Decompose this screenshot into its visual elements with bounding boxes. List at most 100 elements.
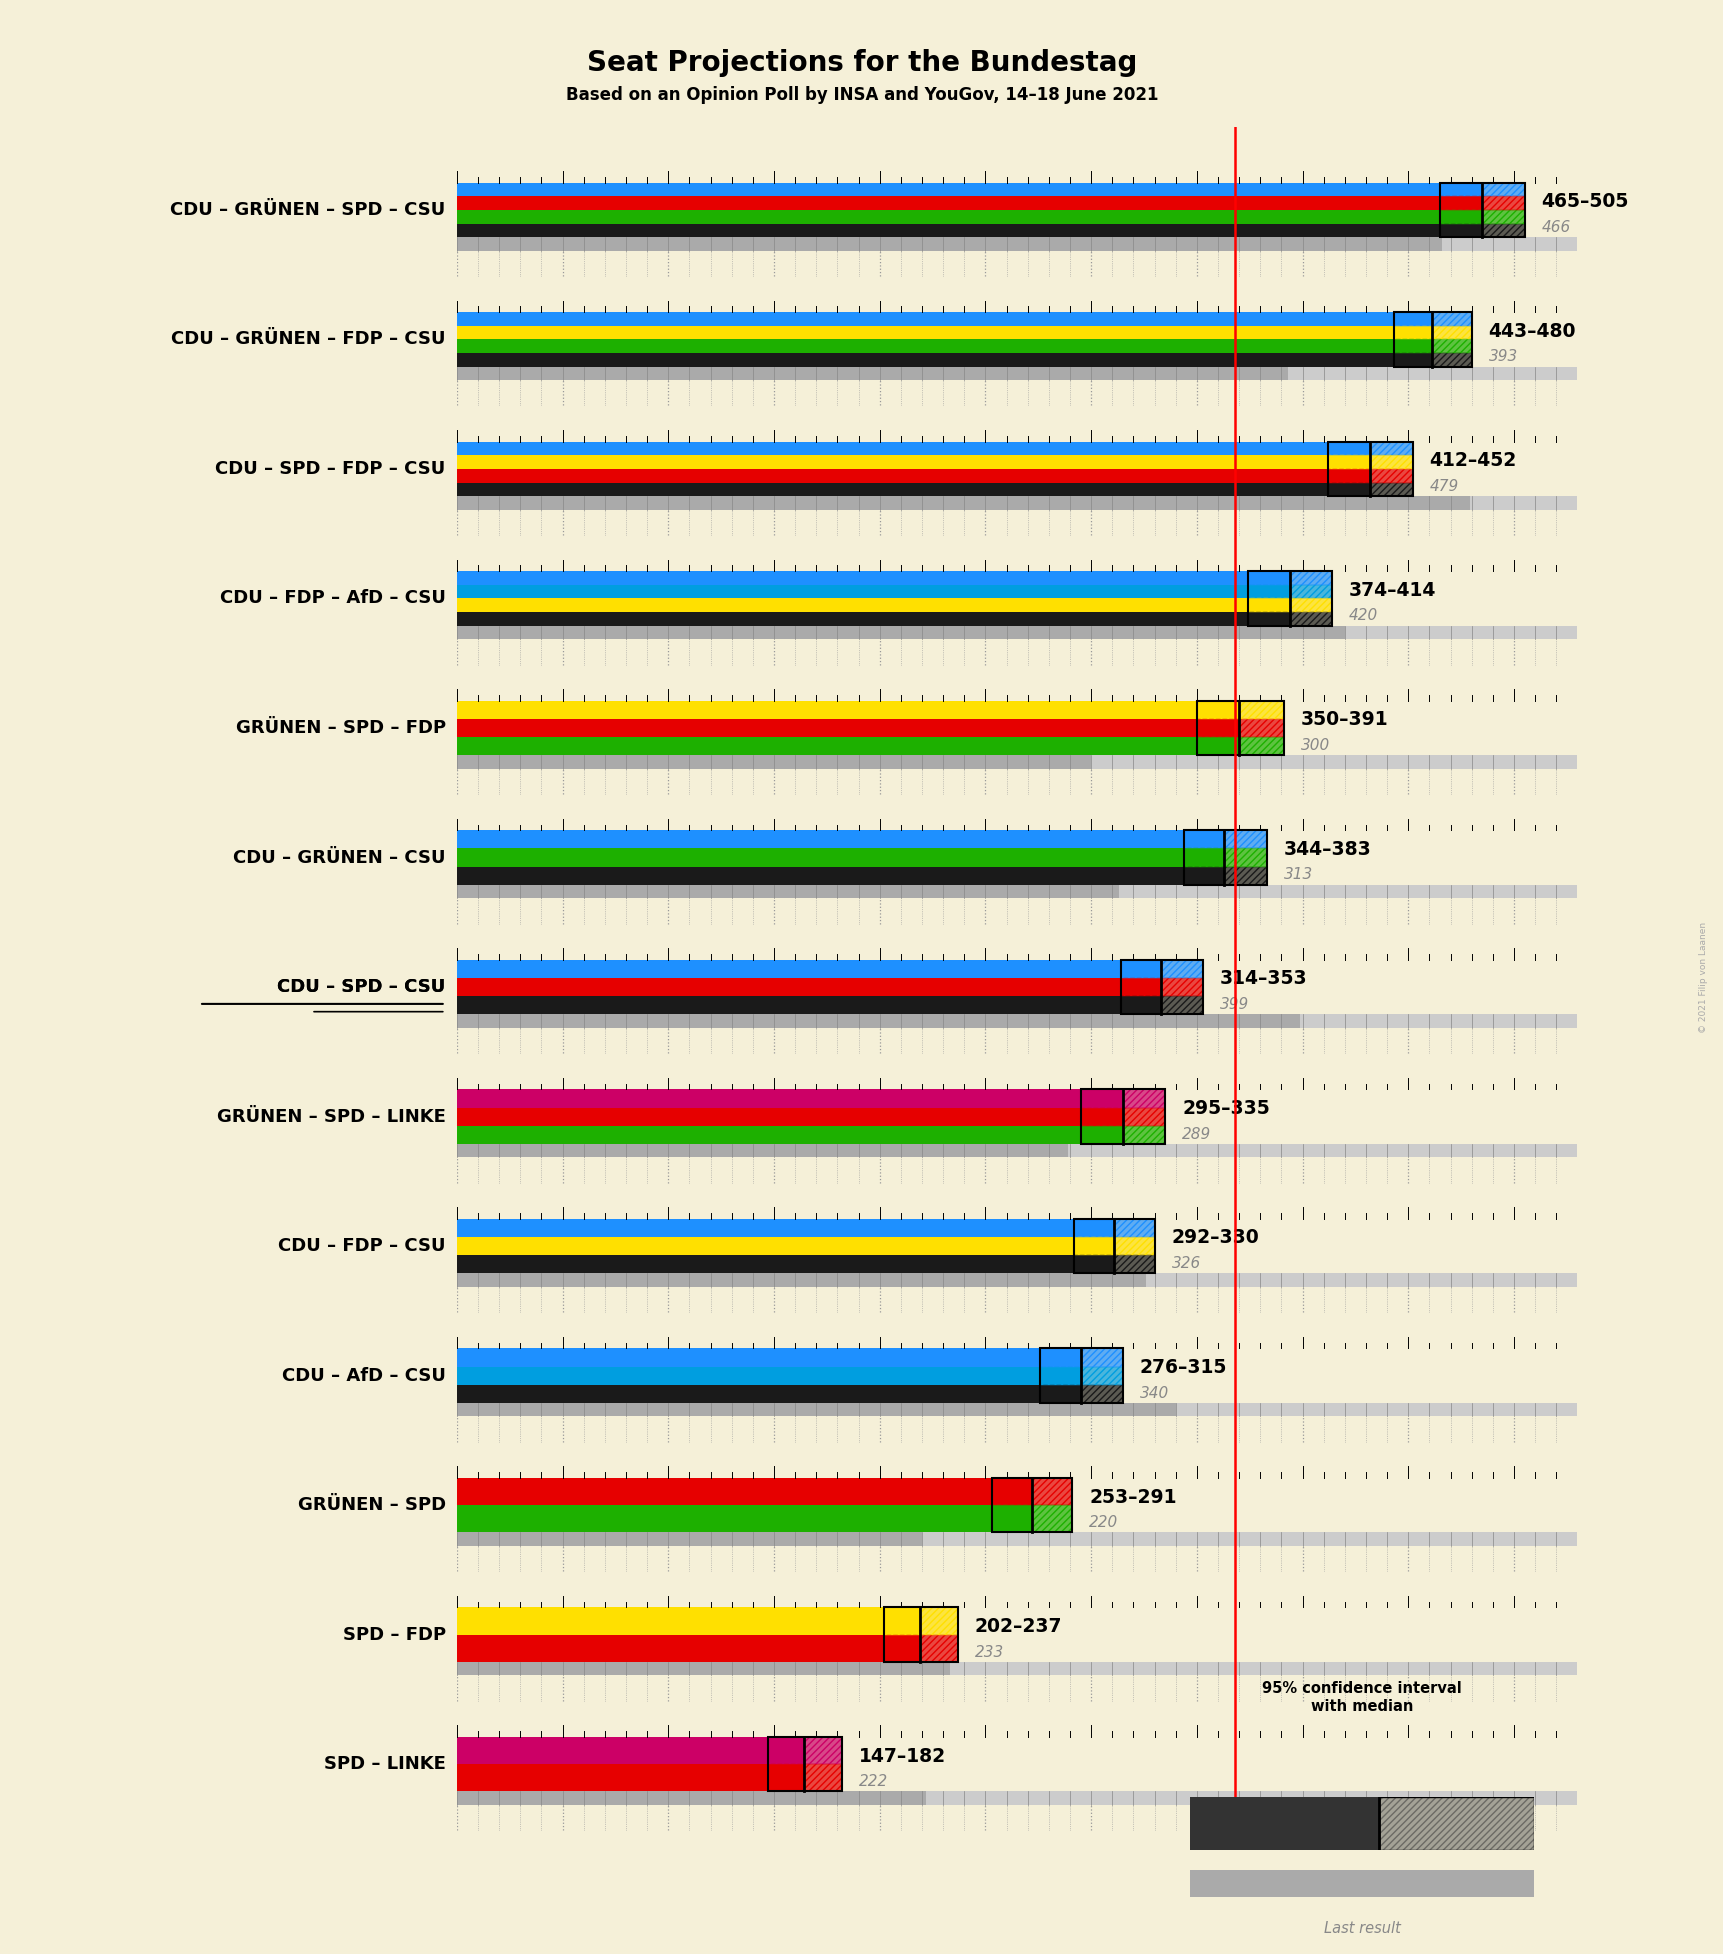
Bar: [1327, 455, 1411, 469]
Bar: [457, 1477, 1032, 1505]
Bar: [457, 1274, 1146, 1288]
Bar: [1091, 754, 1577, 768]
Bar: [457, 1288, 1577, 1313]
Bar: [1039, 1348, 1122, 1403]
Bar: [1073, 1254, 1154, 1274]
Text: CDU – SPD – CSU: CDU – SPD – CSU: [277, 979, 445, 997]
Bar: [991, 1477, 1072, 1505]
Bar: [1184, 830, 1266, 848]
Text: 222: 222: [858, 1774, 887, 1790]
Text: 295–335: 295–335: [1182, 1098, 1270, 1118]
Bar: [457, 612, 1289, 625]
Bar: [457, 1237, 1113, 1254]
Bar: [457, 1505, 1032, 1532]
Bar: [1073, 1219, 1154, 1237]
Text: CDU – FDP – CSU: CDU – FDP – CSU: [277, 1237, 445, 1254]
Bar: [1196, 737, 1284, 754]
Bar: [457, 1737, 803, 1764]
Bar: [457, 737, 1239, 754]
Text: CDU – FDP – AfD – CSU: CDU – FDP – AfD – CSU: [219, 590, 445, 608]
Bar: [457, 1608, 920, 1635]
Text: 253–291: 253–291: [1089, 1487, 1175, 1507]
Bar: [1327, 469, 1411, 483]
Bar: [1120, 979, 1203, 997]
Bar: [457, 830, 1223, 848]
Bar: [1120, 959, 1203, 979]
Bar: [1039, 1348, 1122, 1366]
Text: 412–452: 412–452: [1428, 451, 1516, 471]
Text: SPD – FDP: SPD – FDP: [343, 1626, 445, 1643]
Bar: [457, 442, 1370, 455]
Bar: [1073, 1219, 1154, 1237]
Text: 443–480: 443–480: [1487, 322, 1575, 340]
Bar: [457, 1366, 1080, 1385]
Bar: [457, 1108, 1122, 1126]
Bar: [457, 1254, 1113, 1274]
Bar: [991, 1477, 1072, 1532]
Bar: [1080, 1126, 1165, 1143]
Bar: [1327, 483, 1411, 496]
Bar: [1344, 625, 1577, 639]
Bar: [1247, 612, 1332, 625]
Bar: [1392, 326, 1471, 340]
Text: 314–353: 314–353: [1220, 969, 1308, 989]
Bar: [457, 354, 1430, 367]
Text: 292–330: 292–330: [1172, 1229, 1258, 1247]
Bar: [457, 1348, 1080, 1366]
Bar: [1392, 340, 1471, 354]
Bar: [1299, 1014, 1577, 1028]
Text: CDU – GRÜNEN – SPD – CSU: CDU – GRÜNEN – SPD – CSU: [171, 201, 445, 219]
Bar: [1080, 1090, 1165, 1143]
Text: Last result: Last result: [1323, 1921, 1399, 1936]
Bar: [457, 483, 1370, 496]
Bar: [1439, 223, 1523, 236]
Bar: [457, 1635, 920, 1663]
Bar: [457, 719, 1239, 737]
Bar: [457, 510, 1577, 535]
Text: CDU – GRÜNEN – CSU: CDU – GRÜNEN – CSU: [233, 848, 445, 866]
Text: 393: 393: [1487, 350, 1516, 363]
Bar: [457, 1764, 803, 1792]
Bar: [457, 1663, 949, 1675]
Bar: [457, 1675, 1577, 1700]
Bar: [457, 868, 1223, 885]
Text: 374–414: 374–414: [1349, 580, 1435, 600]
Bar: [1392, 340, 1471, 354]
Bar: [1468, 496, 1577, 510]
Bar: [1184, 830, 1266, 848]
Bar: [1080, 1090, 1165, 1108]
Bar: [1439, 184, 1523, 236]
Bar: [1439, 184, 1523, 195]
Text: 276–315: 276–315: [1139, 1358, 1227, 1378]
Bar: [457, 195, 1482, 209]
Text: GRÜNEN – SPD – LINKE: GRÜNEN – SPD – LINKE: [217, 1108, 445, 1126]
Bar: [1287, 367, 1577, 381]
Bar: [991, 1477, 1072, 1505]
Bar: [457, 1805, 1577, 1831]
Bar: [457, 701, 1239, 719]
Bar: [457, 223, 1482, 236]
Bar: [884, 1635, 958, 1663]
Bar: [1120, 979, 1203, 997]
Bar: [457, 768, 1577, 793]
Bar: [457, 313, 1430, 326]
Bar: [457, 326, 1430, 340]
Bar: [1039, 1366, 1122, 1385]
Bar: [1439, 184, 1523, 195]
Bar: [1080, 1108, 1165, 1126]
Text: 326: 326: [1172, 1256, 1199, 1270]
Bar: [1039, 1385, 1122, 1403]
Bar: [457, 496, 1468, 510]
Bar: [884, 1608, 958, 1635]
Bar: [767, 1764, 841, 1792]
Bar: [1073, 1254, 1154, 1274]
Text: 95% confidence interval
with median: 95% confidence interval with median: [1261, 1680, 1461, 1714]
Bar: [1247, 571, 1332, 584]
Bar: [1392, 313, 1471, 326]
Bar: [1120, 959, 1203, 1014]
Bar: [457, 1090, 1122, 1108]
Bar: [1439, 209, 1523, 223]
Text: 289: 289: [1182, 1127, 1211, 1141]
Bar: [457, 1014, 1299, 1028]
Text: SPD – LINKE: SPD – LINKE: [324, 1755, 445, 1772]
